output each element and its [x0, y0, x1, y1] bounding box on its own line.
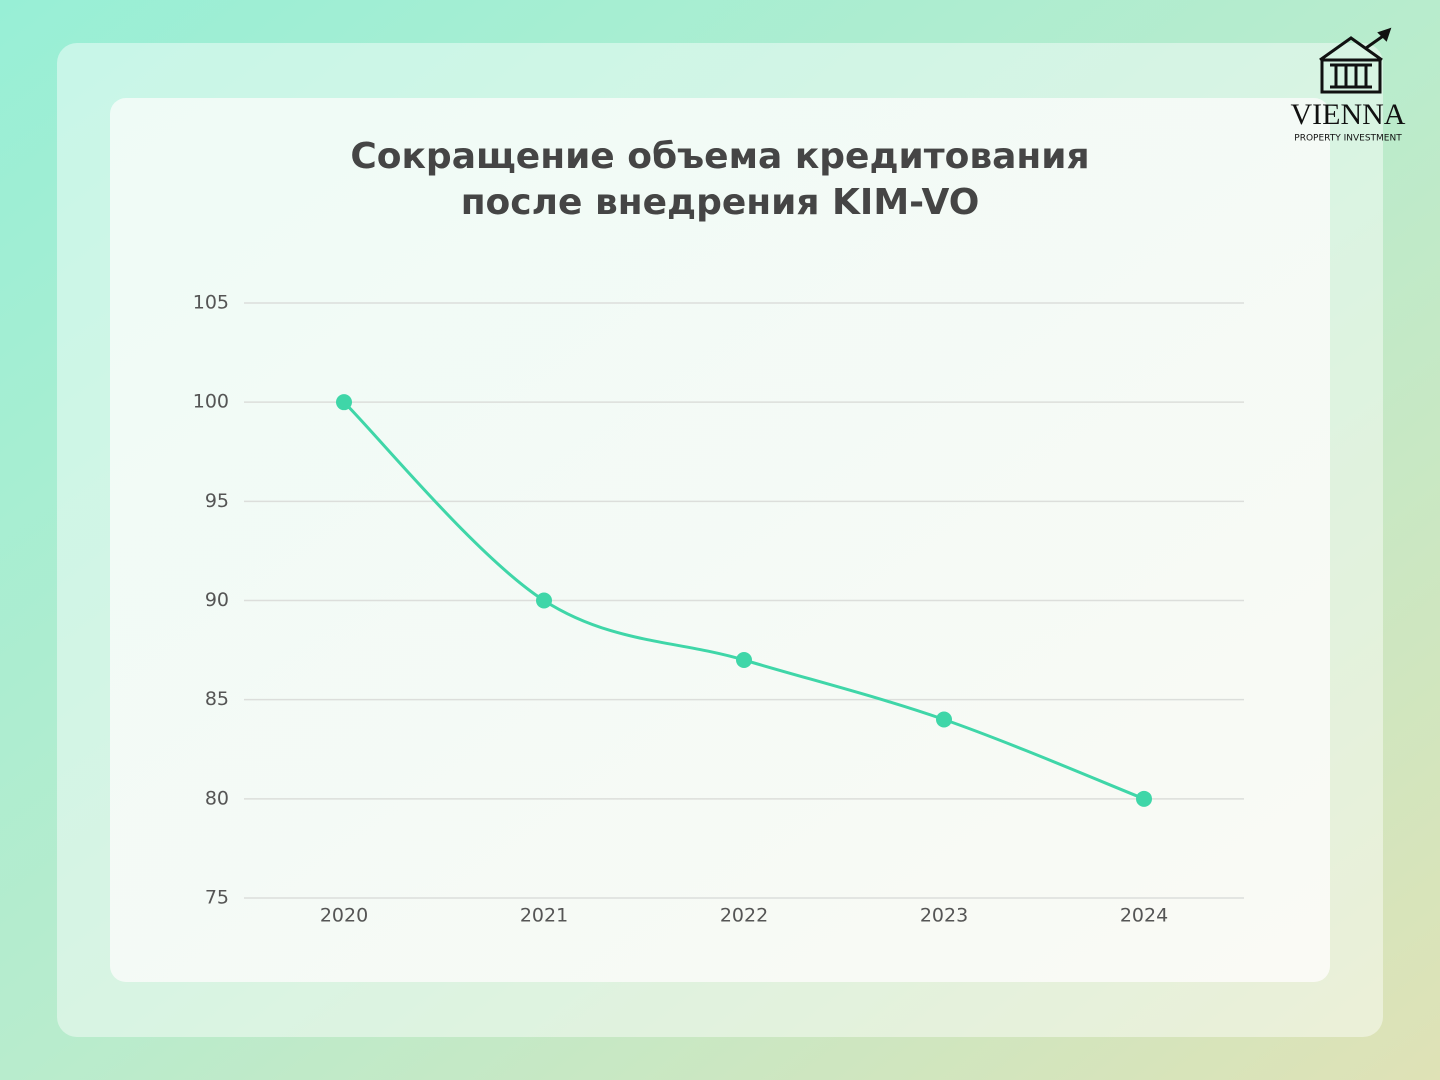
y-tick-label: 90 [205, 589, 229, 611]
y-tick-label: 85 [205, 688, 229, 710]
logo-name: VIENNA [1291, 98, 1406, 131]
point [1136, 790, 1152, 807]
x-tick-label: 2024 [1120, 905, 1168, 927]
logo-tagline: PROPERTY INVESTMENT [1294, 134, 1402, 144]
y-tick-label: 95 [205, 490, 229, 512]
y-tick-label: 80 [205, 787, 229, 809]
point [336, 394, 352, 411]
point [736, 652, 752, 668]
chart-title: Сокращение объема кредитования [350, 136, 1089, 177]
x-tick-label: 2020 [320, 905, 368, 927]
x-tick-label: 2021 [520, 905, 568, 927]
point [536, 592, 552, 609]
y-tick-label: 75 [205, 887, 229, 909]
y-tick-label: 105 [193, 292, 229, 314]
chart-title: после внедрения KIM-VO [461, 182, 980, 223]
logo-icon [1319, 27, 1392, 94]
chart-card [110, 98, 1330, 982]
point [936, 711, 952, 728]
y-tick-label: 100 [193, 391, 229, 413]
x-tick-label: 2023 [920, 905, 968, 927]
x-tick-label: 2022 [720, 905, 768, 927]
